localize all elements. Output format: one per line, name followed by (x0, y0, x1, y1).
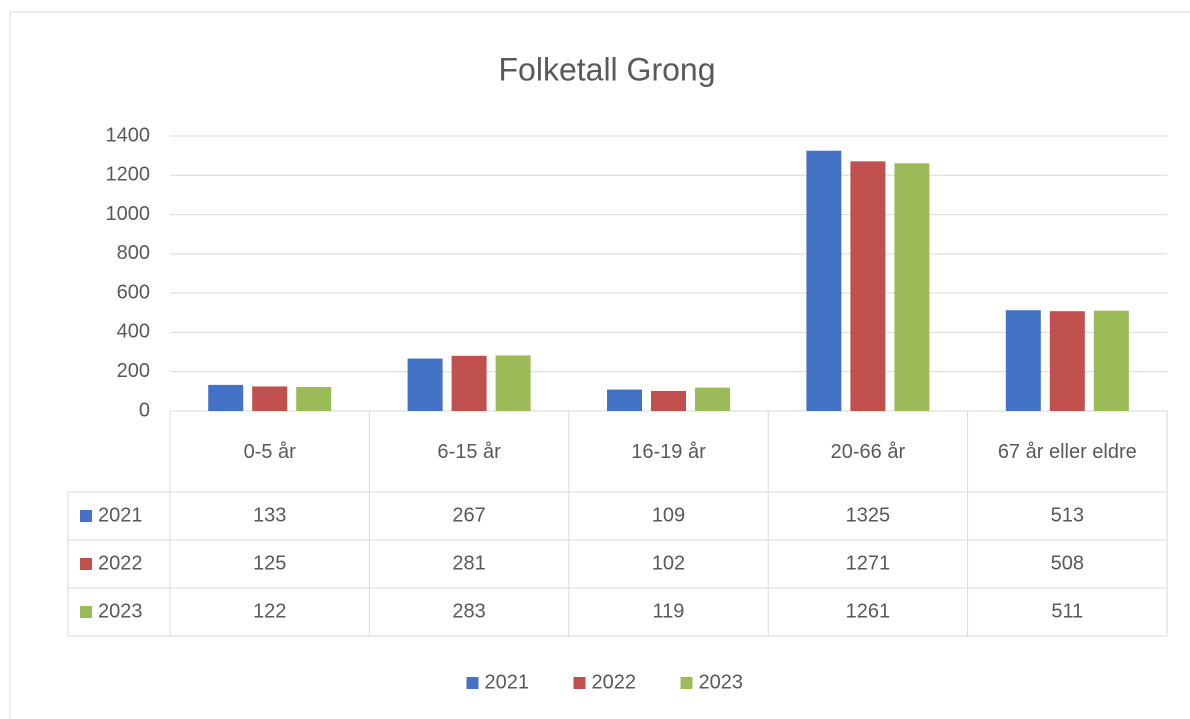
legend-label: 2021 (485, 671, 530, 693)
legend-key (80, 558, 92, 570)
table-cell: 102 (652, 552, 685, 574)
y-tick-label: 400 (117, 321, 150, 343)
category-cell: 6-15 år (437, 440, 501, 463)
table-row-label: 2021 (98, 504, 143, 526)
chart-border (9, 11, 1190, 719)
table-cell: 133 (253, 504, 286, 526)
table-cell: 267 (452, 504, 485, 526)
y-tick-label: 1200 (106, 164, 151, 186)
legend-label: 2023 (699, 671, 744, 693)
bar (495, 355, 531, 411)
y-tick-label: 200 (117, 360, 150, 382)
bar (407, 358, 443, 411)
table-cell: 1271 (846, 552, 891, 574)
y-tick-label: 600 (117, 281, 150, 303)
category-cell: 16-19 år (631, 440, 706, 463)
y-tick-label: 1400 (106, 124, 151, 146)
bar (296, 387, 332, 411)
x-tick-label: 6-15 år (437, 440, 501, 463)
legend-key (80, 510, 92, 522)
category-cell: 0-5 år (243, 440, 296, 463)
x-tick-label: 20-66 år (830, 440, 906, 463)
table-cell: 109 (652, 504, 685, 526)
bar (894, 163, 930, 411)
legend-key (573, 677, 586, 689)
x-tick-label: 67 år eller eldre (997, 440, 1137, 463)
legend-label: 2022 (592, 671, 637, 693)
bar (451, 355, 487, 411)
bar (252, 386, 288, 411)
table-cell: 122 (253, 600, 286, 622)
bar (1005, 310, 1041, 411)
table-cell: 119 (653, 600, 685, 622)
bar (1093, 310, 1129, 411)
y-tick-label: 800 (117, 242, 150, 264)
y-tick-label: 0 (139, 399, 150, 421)
table-row-label: 2022 (98, 552, 143, 574)
bar (806, 150, 842, 411)
bar (695, 387, 730, 411)
bar (607, 389, 642, 411)
x-tick-label: 0-5 år (243, 440, 296, 463)
legend-key (80, 606, 92, 618)
legend-key (466, 677, 479, 689)
table-cell: 1325 (846, 504, 891, 526)
table-cell: 125 (253, 552, 286, 574)
y-tick-label: 1000 (106, 203, 151, 225)
bar (651, 390, 686, 411)
table-cell: 283 (452, 600, 485, 622)
chart-title: Folketall Grong (499, 51, 716, 87)
category-cell: 67 år eller eldre (997, 440, 1137, 463)
table-cell: 513 (1051, 504, 1084, 526)
table-cell: 281 (452, 552, 485, 574)
bar (1049, 311, 1085, 411)
bar (850, 161, 886, 411)
legend-key (680, 677, 693, 689)
table-row-label: 2023 (98, 600, 143, 622)
bar (208, 384, 244, 411)
table-cell: 511 (1051, 600, 1083, 622)
table-cell: 1261 (846, 600, 891, 622)
category-cell: 20-66 år (830, 440, 906, 463)
x-tick-label: 16-19 år (631, 440, 706, 463)
table-cell: 508 (1051, 552, 1084, 574)
